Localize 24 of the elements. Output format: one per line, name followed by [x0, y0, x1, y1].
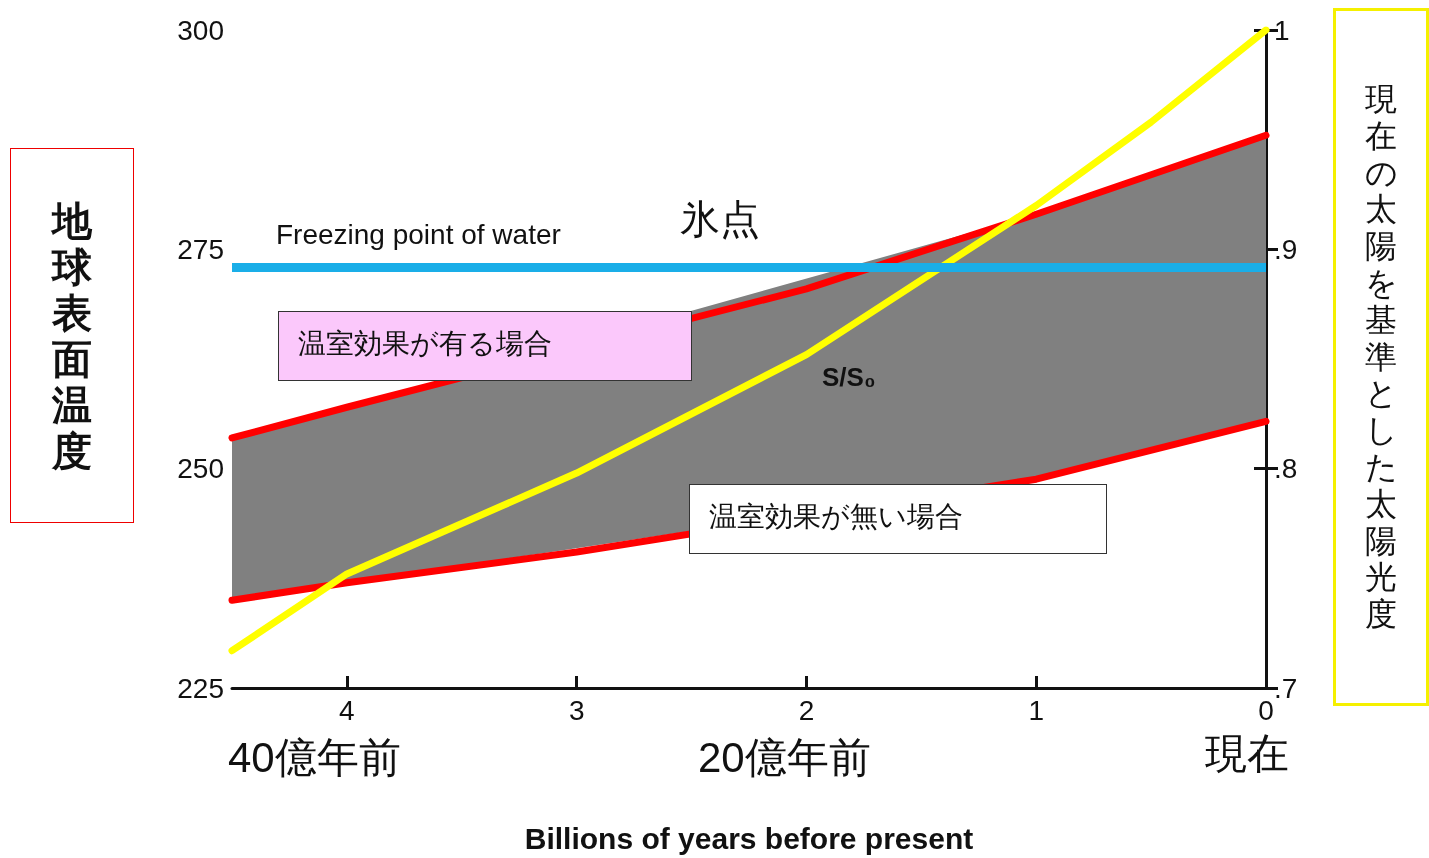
- y-axis-title: 地球表面温度: [52, 197, 92, 474]
- y2-tick-label: .9: [1274, 233, 1298, 265]
- text: 40億年前: [228, 734, 401, 781]
- y-tick-label: 225: [177, 672, 224, 704]
- y-tick-label: 300: [177, 14, 224, 46]
- text: 現在: [1205, 730, 1289, 777]
- x-tick-label: 0: [1258, 694, 1274, 726]
- x-tick-label: 2: [798, 694, 815, 726]
- annotation: 氷点: [680, 197, 760, 241]
- text: 20億年前: [698, 734, 871, 781]
- text: 現在の太陽を基準とした太陽光度: [1364, 81, 1398, 633]
- annotation: S/S₀: [822, 362, 876, 392]
- y2-tick-label: .8: [1274, 453, 1298, 485]
- y2-tick-label: 1: [1274, 14, 1290, 46]
- ref-line-label: Freezing point of water: [276, 219, 561, 251]
- annotation: 温室効果が有る場合: [298, 328, 552, 359]
- y-tick-label: 275: [177, 233, 224, 265]
- y2-tick-label: .7: [1274, 672, 1298, 704]
- x-tick-label: 3: [568, 694, 585, 726]
- x-axis-title: Billions of years before present: [524, 821, 974, 855]
- y-tick-label: 250: [177, 453, 224, 485]
- x-tick-label: 4: [339, 694, 355, 726]
- x-tick-label: 1: [1028, 694, 1045, 726]
- annotation: 温室効果が無い場合: [709, 501, 963, 532]
